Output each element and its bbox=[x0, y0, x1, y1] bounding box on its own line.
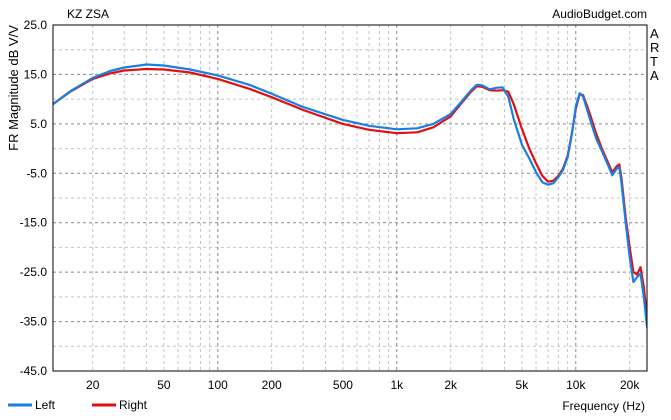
side-letter: T bbox=[650, 54, 658, 69]
y-tick-label: -15.0 bbox=[20, 216, 48, 230]
x-tick-label: 20k bbox=[620, 378, 640, 392]
x-tick-label: 20 bbox=[86, 378, 100, 392]
series-layer bbox=[53, 63, 647, 331]
grid-layer bbox=[53, 24, 647, 372]
y-tick-label: -25.0 bbox=[20, 265, 48, 279]
y-tick-label: -5.0 bbox=[26, 166, 47, 180]
x-tick-label: 50 bbox=[157, 378, 171, 392]
series-line-left bbox=[53, 63, 647, 331]
x-axis-label: Frequency (Hz) bbox=[562, 399, 645, 413]
y-tick-label: 25.0 bbox=[24, 18, 48, 32]
y-tick-label: 5.0 bbox=[30, 117, 47, 131]
x-tick-label: 2k bbox=[444, 378, 458, 392]
y-tick-label: -35.0 bbox=[20, 315, 48, 329]
side-letter: A bbox=[650, 68, 659, 83]
plot-frame bbox=[52, 24, 648, 372]
x-tick-label: 10k bbox=[566, 378, 586, 392]
series-line-right bbox=[53, 67, 647, 324]
x-tick-label: 5k bbox=[516, 378, 530, 392]
legend-label-left: Left bbox=[35, 398, 56, 412]
x-tick-label: 200 bbox=[262, 378, 282, 392]
legend: Left Right bbox=[8, 398, 148, 412]
x-tick-label: 100 bbox=[208, 378, 228, 392]
chart-title: KZ ZSA bbox=[67, 7, 109, 21]
source-label: AudioBudget.com bbox=[552, 7, 647, 21]
x-tick-label: 1k bbox=[390, 378, 404, 392]
y-tick-label: 15.0 bbox=[24, 67, 48, 81]
legend-label-right: Right bbox=[119, 398, 148, 412]
side-letter: R bbox=[650, 40, 659, 55]
x-tick-label: 500 bbox=[333, 378, 353, 392]
y-tick-label: -45.0 bbox=[20, 364, 48, 378]
tick-layer: 25.0 15.0 5.0 -5.0 -15.0 -25.0 -35.0 -45.0 20 50 1… bbox=[20, 18, 641, 392]
y-axis-label: FR Magnitude dB V/V bbox=[6, 25, 21, 151]
side-letter: A bbox=[650, 26, 659, 41]
